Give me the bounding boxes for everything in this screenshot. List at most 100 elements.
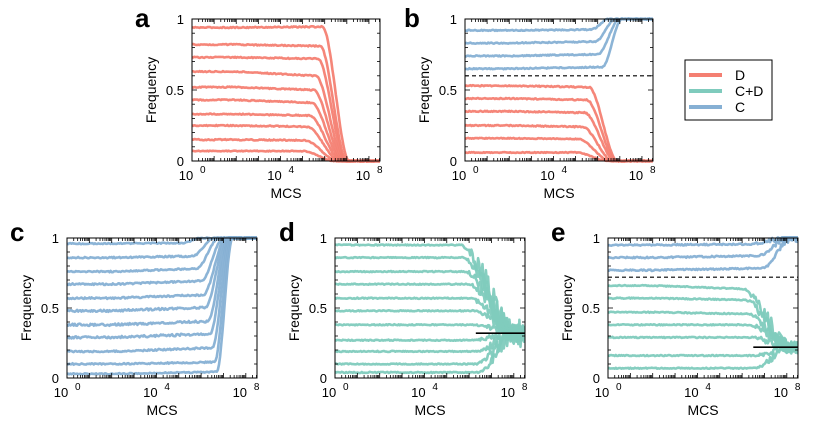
y-tick-label: 0.5 xyxy=(309,301,327,316)
legend-label-d: D xyxy=(735,67,745,83)
series-group xyxy=(608,236,798,371)
x-axis-label: MCS xyxy=(146,402,177,418)
series-line-cd xyxy=(335,326,525,343)
series-line-cd xyxy=(335,269,525,343)
x-tick-exponent: 8 xyxy=(522,382,528,393)
y-tick-label: 1 xyxy=(450,12,457,27)
series-line-c xyxy=(67,236,257,340)
x-tick-label: 10 xyxy=(233,385,247,400)
x-tick-exponent: 4 xyxy=(705,382,711,393)
series-group xyxy=(67,236,257,376)
series-line-c xyxy=(465,17,653,58)
series-line-c xyxy=(67,236,257,376)
panel-letter: d xyxy=(279,217,295,247)
x-tick-label: 10 xyxy=(595,385,609,400)
series-line-d xyxy=(465,150,653,163)
legend: D C+D C xyxy=(684,59,773,121)
x-tick-exponent: 8 xyxy=(254,382,260,393)
x-tick-label: 10 xyxy=(411,385,425,400)
series-line-cd xyxy=(335,308,525,341)
series-line-cd xyxy=(608,341,798,371)
panel-letter: e xyxy=(551,217,565,247)
x-axis-label: MCS xyxy=(543,185,574,201)
panel-letter: b xyxy=(404,3,420,33)
series-line-d xyxy=(192,112,380,163)
x-tick-exponent: 0 xyxy=(616,382,622,393)
panel-letter: a xyxy=(135,3,150,33)
series-line-d xyxy=(192,149,380,163)
x-tick-exponent: 0 xyxy=(343,382,349,393)
y-axis-label: Frequency xyxy=(143,57,159,123)
series-line-d xyxy=(192,123,380,163)
y-tick-label: 0.5 xyxy=(41,301,59,316)
y-tick-label: 0.5 xyxy=(166,83,184,98)
series-line-d xyxy=(465,136,653,163)
x-tick-exponent: 4 xyxy=(288,165,294,176)
y-axis-label: Frequency xyxy=(286,275,302,341)
y-tick-label: 1 xyxy=(177,12,184,27)
x-tick-label: 10 xyxy=(684,385,698,400)
x-tick-label: 10 xyxy=(322,385,336,400)
series-line-cd xyxy=(335,324,525,366)
series-line-cd xyxy=(335,322,525,339)
x-tick-label: 10 xyxy=(267,168,281,183)
series-line-cd xyxy=(608,322,798,354)
x-axis-label: MCS xyxy=(414,402,445,418)
series-line-c xyxy=(608,236,798,247)
y-tick-label: 0 xyxy=(593,371,600,386)
series-line-c xyxy=(67,236,257,367)
x-tick-exponent: 0 xyxy=(473,165,479,176)
series-line-cd xyxy=(335,243,525,349)
x-tick-exponent: 8 xyxy=(377,165,383,176)
series-line-cd xyxy=(608,341,798,358)
y-tick-label: 0 xyxy=(177,154,184,169)
y-tick-label: 0.5 xyxy=(582,301,600,316)
x-tick-label: 10 xyxy=(452,168,466,183)
series-line-cd xyxy=(608,296,798,355)
x-axis-label: MCS xyxy=(687,402,718,418)
x-tick-exponent: 0 xyxy=(75,382,81,393)
x-tick-exponent: 4 xyxy=(561,165,567,176)
panel-letter: c xyxy=(10,217,24,247)
y-tick-label: 0 xyxy=(450,154,457,169)
x-tick-label: 10 xyxy=(540,168,554,183)
series-line-d xyxy=(465,123,653,163)
x-tick-label: 10 xyxy=(54,385,68,400)
y-tick-label: 0 xyxy=(320,371,327,386)
series-line-c xyxy=(67,236,257,314)
x-tick-exponent: 8 xyxy=(795,382,801,393)
series-group xyxy=(335,243,525,375)
x-tick-label: 10 xyxy=(501,385,515,400)
y-tick-label: 1 xyxy=(52,231,59,246)
y-tick-label: 0.5 xyxy=(439,83,457,98)
series-group xyxy=(465,17,653,163)
x-tick-exponent: 0 xyxy=(200,165,206,176)
x-tick-label: 10 xyxy=(143,385,157,400)
series-line-c xyxy=(608,236,798,273)
legend-label-c: C xyxy=(735,99,745,115)
x-tick-label: 10 xyxy=(629,168,643,183)
y-axis-label: Frequency xyxy=(416,57,432,123)
series-line-cd xyxy=(608,283,798,355)
series-line-c xyxy=(67,236,257,354)
x-tick-label: 10 xyxy=(774,385,788,400)
y-axis-label: Frequency xyxy=(18,275,34,341)
series-line-cd xyxy=(335,325,525,375)
x-tick-exponent: 8 xyxy=(650,165,656,176)
series-line-c xyxy=(608,236,798,260)
legend-label-cd: C+D xyxy=(735,83,763,99)
series-group xyxy=(192,24,380,163)
y-axis-label: Frequency xyxy=(559,275,575,341)
series-line-cd xyxy=(335,326,525,354)
y-tick-label: 1 xyxy=(593,231,600,246)
x-axis-label: MCS xyxy=(270,185,301,201)
x-tick-label: 10 xyxy=(179,168,193,183)
x-tick-exponent: 4 xyxy=(164,382,170,393)
x-tick-exponent: 4 xyxy=(432,382,438,393)
y-tick-label: 0 xyxy=(52,371,59,386)
